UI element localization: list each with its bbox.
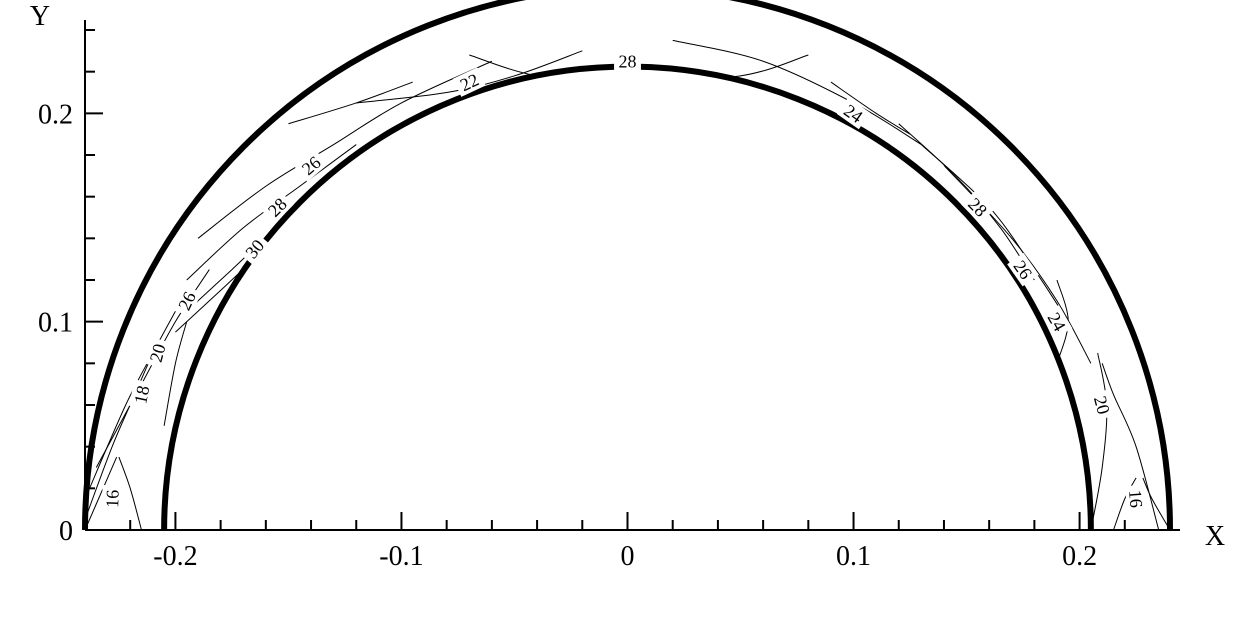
contour-label-text: 16 [1125,489,1146,509]
contour-label-text: 28 [619,52,637,72]
y-axis-label: Y [30,1,50,32]
x-tick-label: 0.1 [836,541,871,572]
y-tick-label: 0.1 [38,308,73,339]
x-tick-label: -0.1 [379,541,423,572]
y-tick-label: 0 [59,516,73,547]
x-tick-label: 0.2 [1062,541,1097,572]
contour-label-text: 16 [102,489,123,508]
x-axis-label: X [1205,521,1225,552]
contour-label: 16 [102,485,123,513]
x-tick-label: 0 [621,541,635,572]
contour-label: 16 [1125,484,1148,513]
x-tick-label: -0.2 [153,541,197,572]
contour-label: 28 [614,51,641,71]
y-tick-label: 0.2 [38,99,73,130]
contour-chart: 282224262830262018162826242016-0.2-0.100… [0,0,1240,617]
